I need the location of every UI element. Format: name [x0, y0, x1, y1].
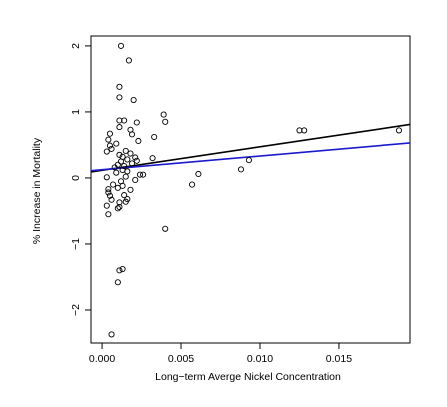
x-axis-label: Long−term Averge Nickel Concentration	[155, 371, 341, 383]
data-point	[105, 186, 112, 193]
data-point	[116, 267, 123, 274]
data-point	[116, 117, 123, 124]
data-point	[129, 131, 136, 138]
data-point	[113, 169, 120, 176]
data-point	[121, 117, 128, 124]
data-point	[114, 279, 121, 286]
data-point	[106, 130, 114, 137]
data-point	[195, 170, 202, 178]
data-point	[127, 186, 134, 193]
data-point	[162, 118, 169, 125]
x-tick-label: 0.015	[326, 353, 352, 365]
data-point	[103, 202, 110, 209]
fit-line	[90, 142, 411, 172]
data-point	[116, 94, 123, 101]
data-point	[296, 127, 303, 134]
y-tick-label: 1	[70, 109, 82, 115]
data-point	[162, 225, 169, 232]
data-point	[160, 111, 167, 118]
data-point	[105, 211, 112, 218]
data-point	[116, 83, 123, 90]
data-point	[106, 192, 114, 199]
data-point	[114, 184, 121, 191]
data-point	[135, 137, 142, 145]
data-point	[121, 163, 128, 170]
data-point	[149, 155, 156, 162]
plot-frame	[90, 35, 411, 344]
x-tick-label: 0.010	[247, 353, 273, 365]
data-point	[245, 157, 252, 164]
data-point	[111, 164, 118, 171]
data-point	[140, 171, 147, 178]
data-point	[132, 176, 139, 183]
data-point	[237, 166, 245, 173]
data-point	[108, 196, 115, 203]
data-point	[108, 331, 115, 338]
data-point	[108, 145, 115, 152]
x-axis: 0.000 0.005 0.010 0.015	[89, 343, 352, 365]
y-tick-label: −1	[70, 238, 82, 250]
data-point	[132, 154, 139, 161]
data-points	[103, 42, 402, 338]
data-point	[105, 136, 112, 143]
data-point	[133, 119, 140, 126]
data-point	[133, 157, 140, 164]
data-point	[122, 147, 129, 154]
data-point	[105, 189, 112, 196]
data-point	[113, 140, 120, 147]
fit-lines	[90, 123, 411, 173]
x-tick-label: 0.000	[89, 353, 115, 365]
data-point	[136, 171, 144, 178]
fit-line	[90, 123, 411, 173]
x-tick-label: 0.005	[168, 353, 194, 365]
data-point	[116, 151, 123, 158]
data-point	[103, 174, 110, 181]
y-axis-label: % Increase in Mortality	[31, 137, 43, 244]
data-point	[117, 42, 125, 49]
data-point	[127, 150, 134, 157]
data-point	[301, 127, 308, 134]
data-point	[116, 203, 123, 211]
data-point	[119, 266, 126, 273]
data-point	[110, 181, 117, 188]
data-point	[130, 96, 137, 104]
data-point	[116, 124, 123, 131]
data-point	[151, 133, 158, 141]
data-point	[124, 168, 131, 175]
data-point	[125, 57, 132, 64]
data-point	[129, 160, 136, 167]
data-point	[103, 148, 110, 155]
data-point	[106, 142, 114, 149]
data-point	[116, 199, 123, 206]
data-point	[121, 192, 128, 199]
y-tick-label: −2	[70, 304, 82, 316]
data-point	[122, 173, 129, 180]
data-point	[114, 205, 121, 212]
y-axis: −2 −1 0 1 2	[70, 43, 91, 316]
y-tick-label: 0	[70, 175, 82, 181]
data-point	[122, 198, 129, 205]
data-point	[189, 181, 196, 188]
y-tick-label: 2	[70, 43, 82, 49]
data-point	[124, 156, 131, 163]
data-point	[395, 127, 402, 134]
data-point	[117, 158, 125, 165]
